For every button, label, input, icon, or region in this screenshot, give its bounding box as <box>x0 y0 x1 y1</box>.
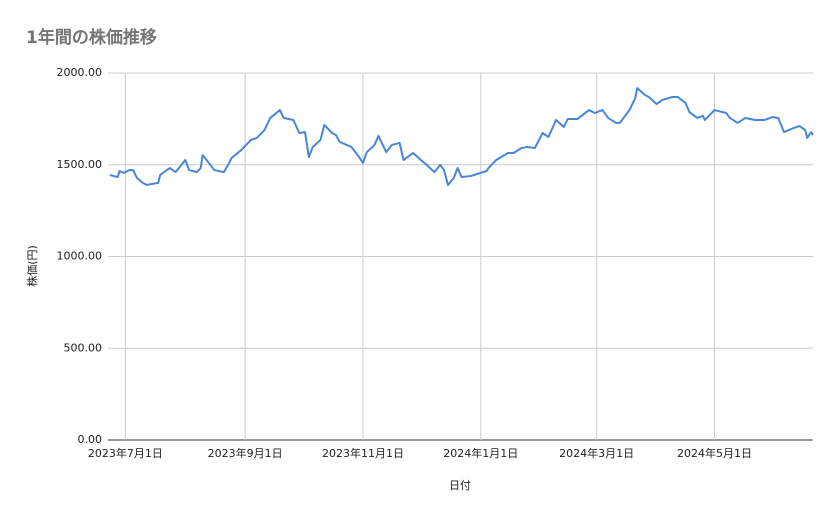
x-tick-label: 2024年5月1日 <box>677 446 752 460</box>
chart-title: 1年間の株価推移 <box>26 27 157 48</box>
x-tick-label: 2024年1月1日 <box>443 446 518 460</box>
y-tick-label: 500.00 <box>64 341 103 354</box>
x-tick-label: 2023年7月1日 <box>88 446 163 460</box>
y-tick-label: 1500.00 <box>57 158 103 171</box>
y-tick-label: 1000.00 <box>57 250 103 263</box>
x-tick-label: 2024年3月1日 <box>559 446 634 460</box>
y-axis-title: 株価(円) <box>25 245 39 287</box>
x-axis-title: 日付 <box>449 479 471 492</box>
y-tick-label: 0.00 <box>78 433 103 446</box>
x-tick-label: 2023年11月1日 <box>322 446 404 460</box>
y-tick-label: 2000.00 <box>57 66 103 79</box>
x-tick-label: 2023年9月1日 <box>208 446 283 460</box>
data-line <box>109 87 814 186</box>
